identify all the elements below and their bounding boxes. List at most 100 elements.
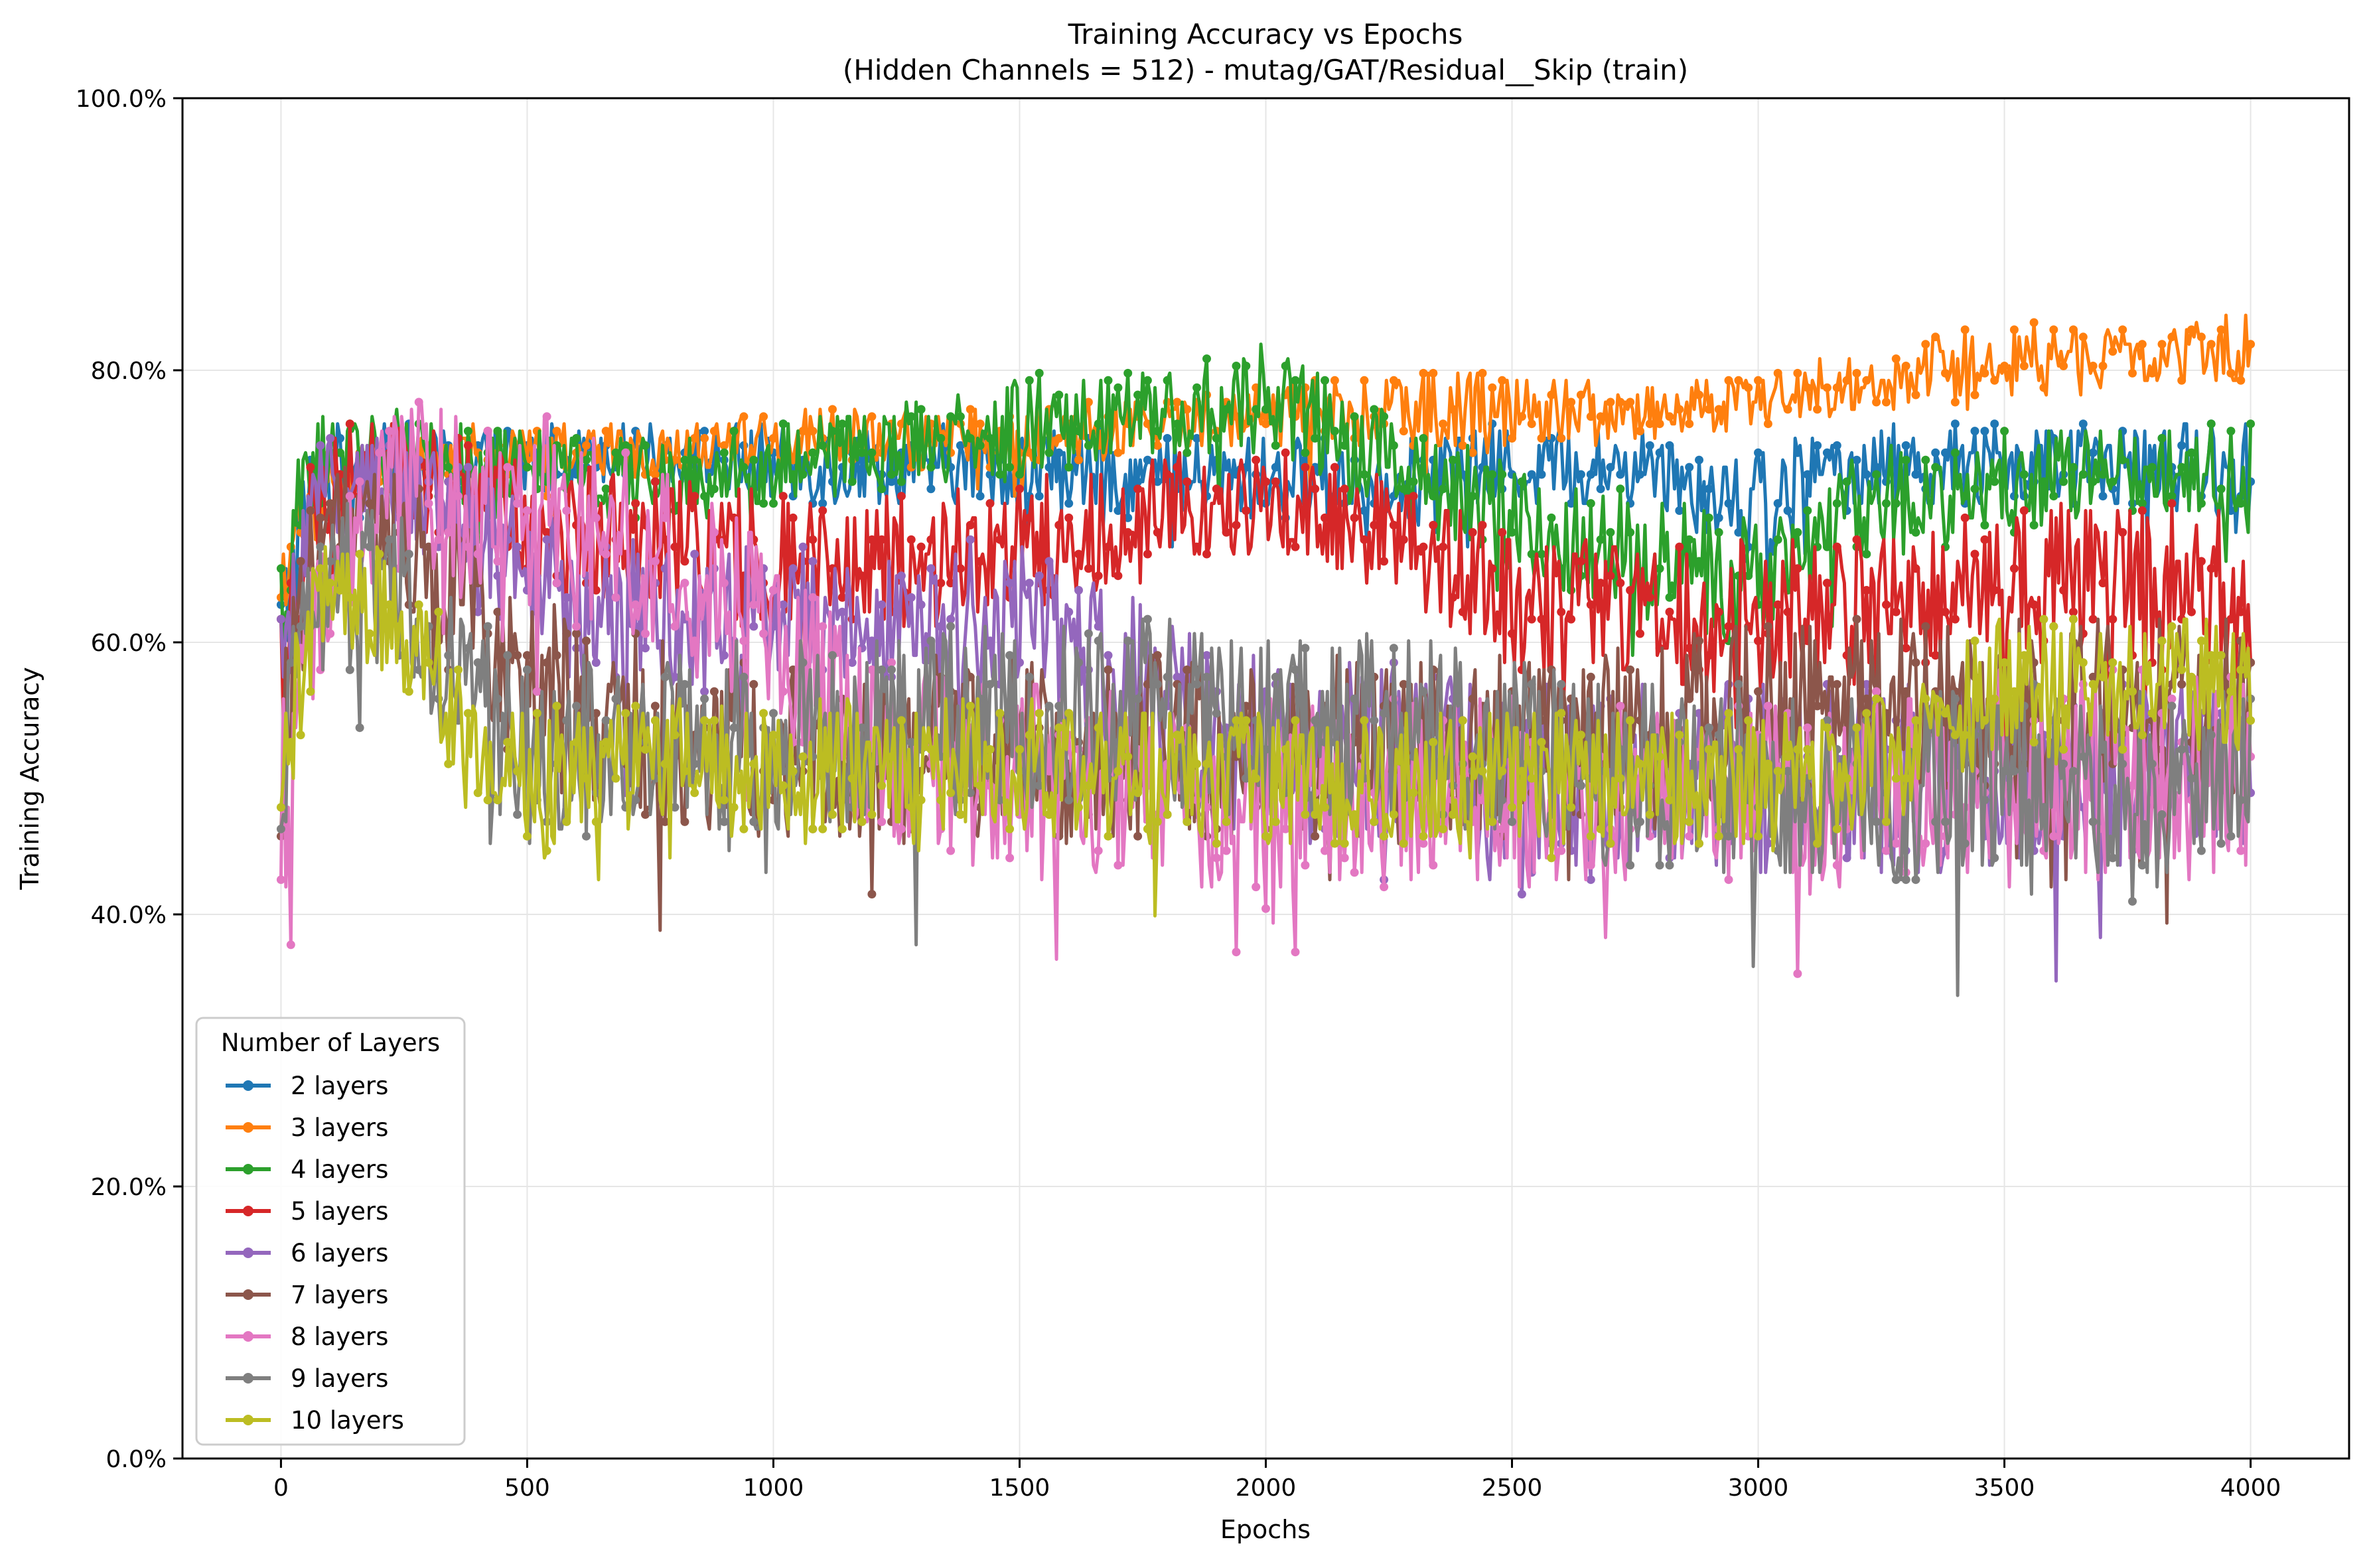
- data-point: [1813, 839, 1822, 848]
- y-tick-label: 40.0%: [91, 902, 167, 929]
- data-point: [1813, 405, 1822, 414]
- data-point: [1793, 448, 1802, 457]
- data-point: [1054, 448, 1064, 457]
- data-point: [847, 658, 857, 667]
- data-point: [788, 564, 798, 573]
- data-point: [1508, 434, 1516, 443]
- data-point: [1311, 434, 1320, 443]
- data-point: [1104, 665, 1113, 674]
- data-point: [1793, 969, 1802, 978]
- data-point: [2009, 803, 2019, 812]
- data-point: [1389, 810, 1398, 819]
- data-point: [897, 477, 906, 486]
- data-point: [916, 542, 926, 551]
- data-point: [1123, 528, 1133, 537]
- data-point: [1596, 412, 1605, 421]
- data-point: [1911, 875, 1920, 885]
- data-point: [916, 405, 926, 414]
- legend: Number of Layers 2 layers 3 layers 4 layer…: [195, 1017, 466, 1446]
- data-point: [1950, 397, 1960, 407]
- data-point: [2167, 701, 2177, 711]
- data-point: [1468, 448, 1477, 457]
- data-point: [1724, 831, 1733, 841]
- data-point: [680, 766, 689, 776]
- data-point: [798, 542, 808, 551]
- data-point: [2069, 614, 2078, 624]
- data-point: [749, 455, 758, 464]
- data-point: [1113, 506, 1123, 515]
- data-point: [2029, 318, 2039, 327]
- data-point: [837, 593, 847, 602]
- data-point: [1803, 745, 1812, 754]
- data-point: [680, 679, 689, 689]
- data-point: [1458, 441, 1467, 450]
- data-point: [2029, 738, 2039, 747]
- data-point: [1074, 549, 1083, 559]
- data-point: [1527, 470, 1536, 479]
- data-point: [1123, 752, 1133, 761]
- data-point: [1183, 817, 1192, 826]
- legend-label: 2 layers: [291, 1072, 388, 1100]
- data-point: [946, 412, 956, 421]
- data-point: [975, 419, 985, 429]
- data-point: [887, 477, 896, 486]
- data-point: [1990, 586, 1999, 595]
- data-point: [1044, 557, 1054, 566]
- data-point: [690, 636, 699, 646]
- data-point: [1842, 774, 1851, 783]
- data-point: [670, 803, 680, 812]
- data-point: [1960, 325, 1970, 334]
- data-point: [2000, 766, 2009, 776]
- data-point: [778, 419, 788, 429]
- data-point: [1123, 368, 1133, 378]
- data-point: [808, 824, 818, 833]
- data-point: [660, 513, 670, 522]
- data-point: [434, 535, 443, 544]
- data-point: [1212, 434, 1221, 443]
- data-point: [641, 810, 650, 819]
- data-point: [867, 448, 877, 457]
- data-point: [650, 701, 660, 711]
- data-point: [660, 759, 670, 768]
- data-point: [1252, 774, 1261, 783]
- data-point: [1626, 665, 1635, 674]
- data-point: [1163, 376, 1172, 385]
- data-point: [2226, 687, 2236, 696]
- data-point: [1891, 875, 1901, 885]
- data-point: [975, 441, 985, 450]
- data-point: [1202, 759, 1211, 768]
- data-point: [887, 658, 896, 667]
- data-point: [1537, 470, 1546, 479]
- data-point: [1054, 701, 1064, 711]
- data-point: [690, 759, 699, 768]
- data-point: [1508, 629, 1516, 638]
- data-point: [700, 694, 709, 703]
- data-point: [1212, 853, 1221, 863]
- data-point: [1655, 752, 1664, 761]
- data-point: [1645, 441, 1654, 450]
- data-point: [1822, 542, 1831, 551]
- data-point: [1695, 390, 1703, 399]
- data-point: [650, 716, 660, 725]
- data-point: [1429, 492, 1438, 501]
- data-point: [1675, 542, 1684, 551]
- data-point: [1960, 492, 1970, 501]
- data-point: [355, 477, 364, 486]
- data-point: [1754, 831, 1762, 841]
- data-point: [985, 745, 995, 754]
- data-point: [2157, 340, 2167, 349]
- series-10-layers: [276, 545, 2256, 918]
- data-point: [1005, 579, 1015, 588]
- data-point: [1261, 477, 1270, 486]
- data-point: [700, 434, 709, 443]
- data-point: [503, 463, 512, 472]
- series-layer: [276, 313, 2256, 997]
- data-point: [286, 738, 295, 747]
- data-point: [1714, 607, 1723, 616]
- data-point: [2167, 492, 2177, 501]
- data-point: [1163, 470, 1172, 479]
- data-point: [1596, 579, 1605, 588]
- data-point: [552, 579, 561, 588]
- data-point: [611, 448, 620, 457]
- data-point: [1576, 781, 1585, 790]
